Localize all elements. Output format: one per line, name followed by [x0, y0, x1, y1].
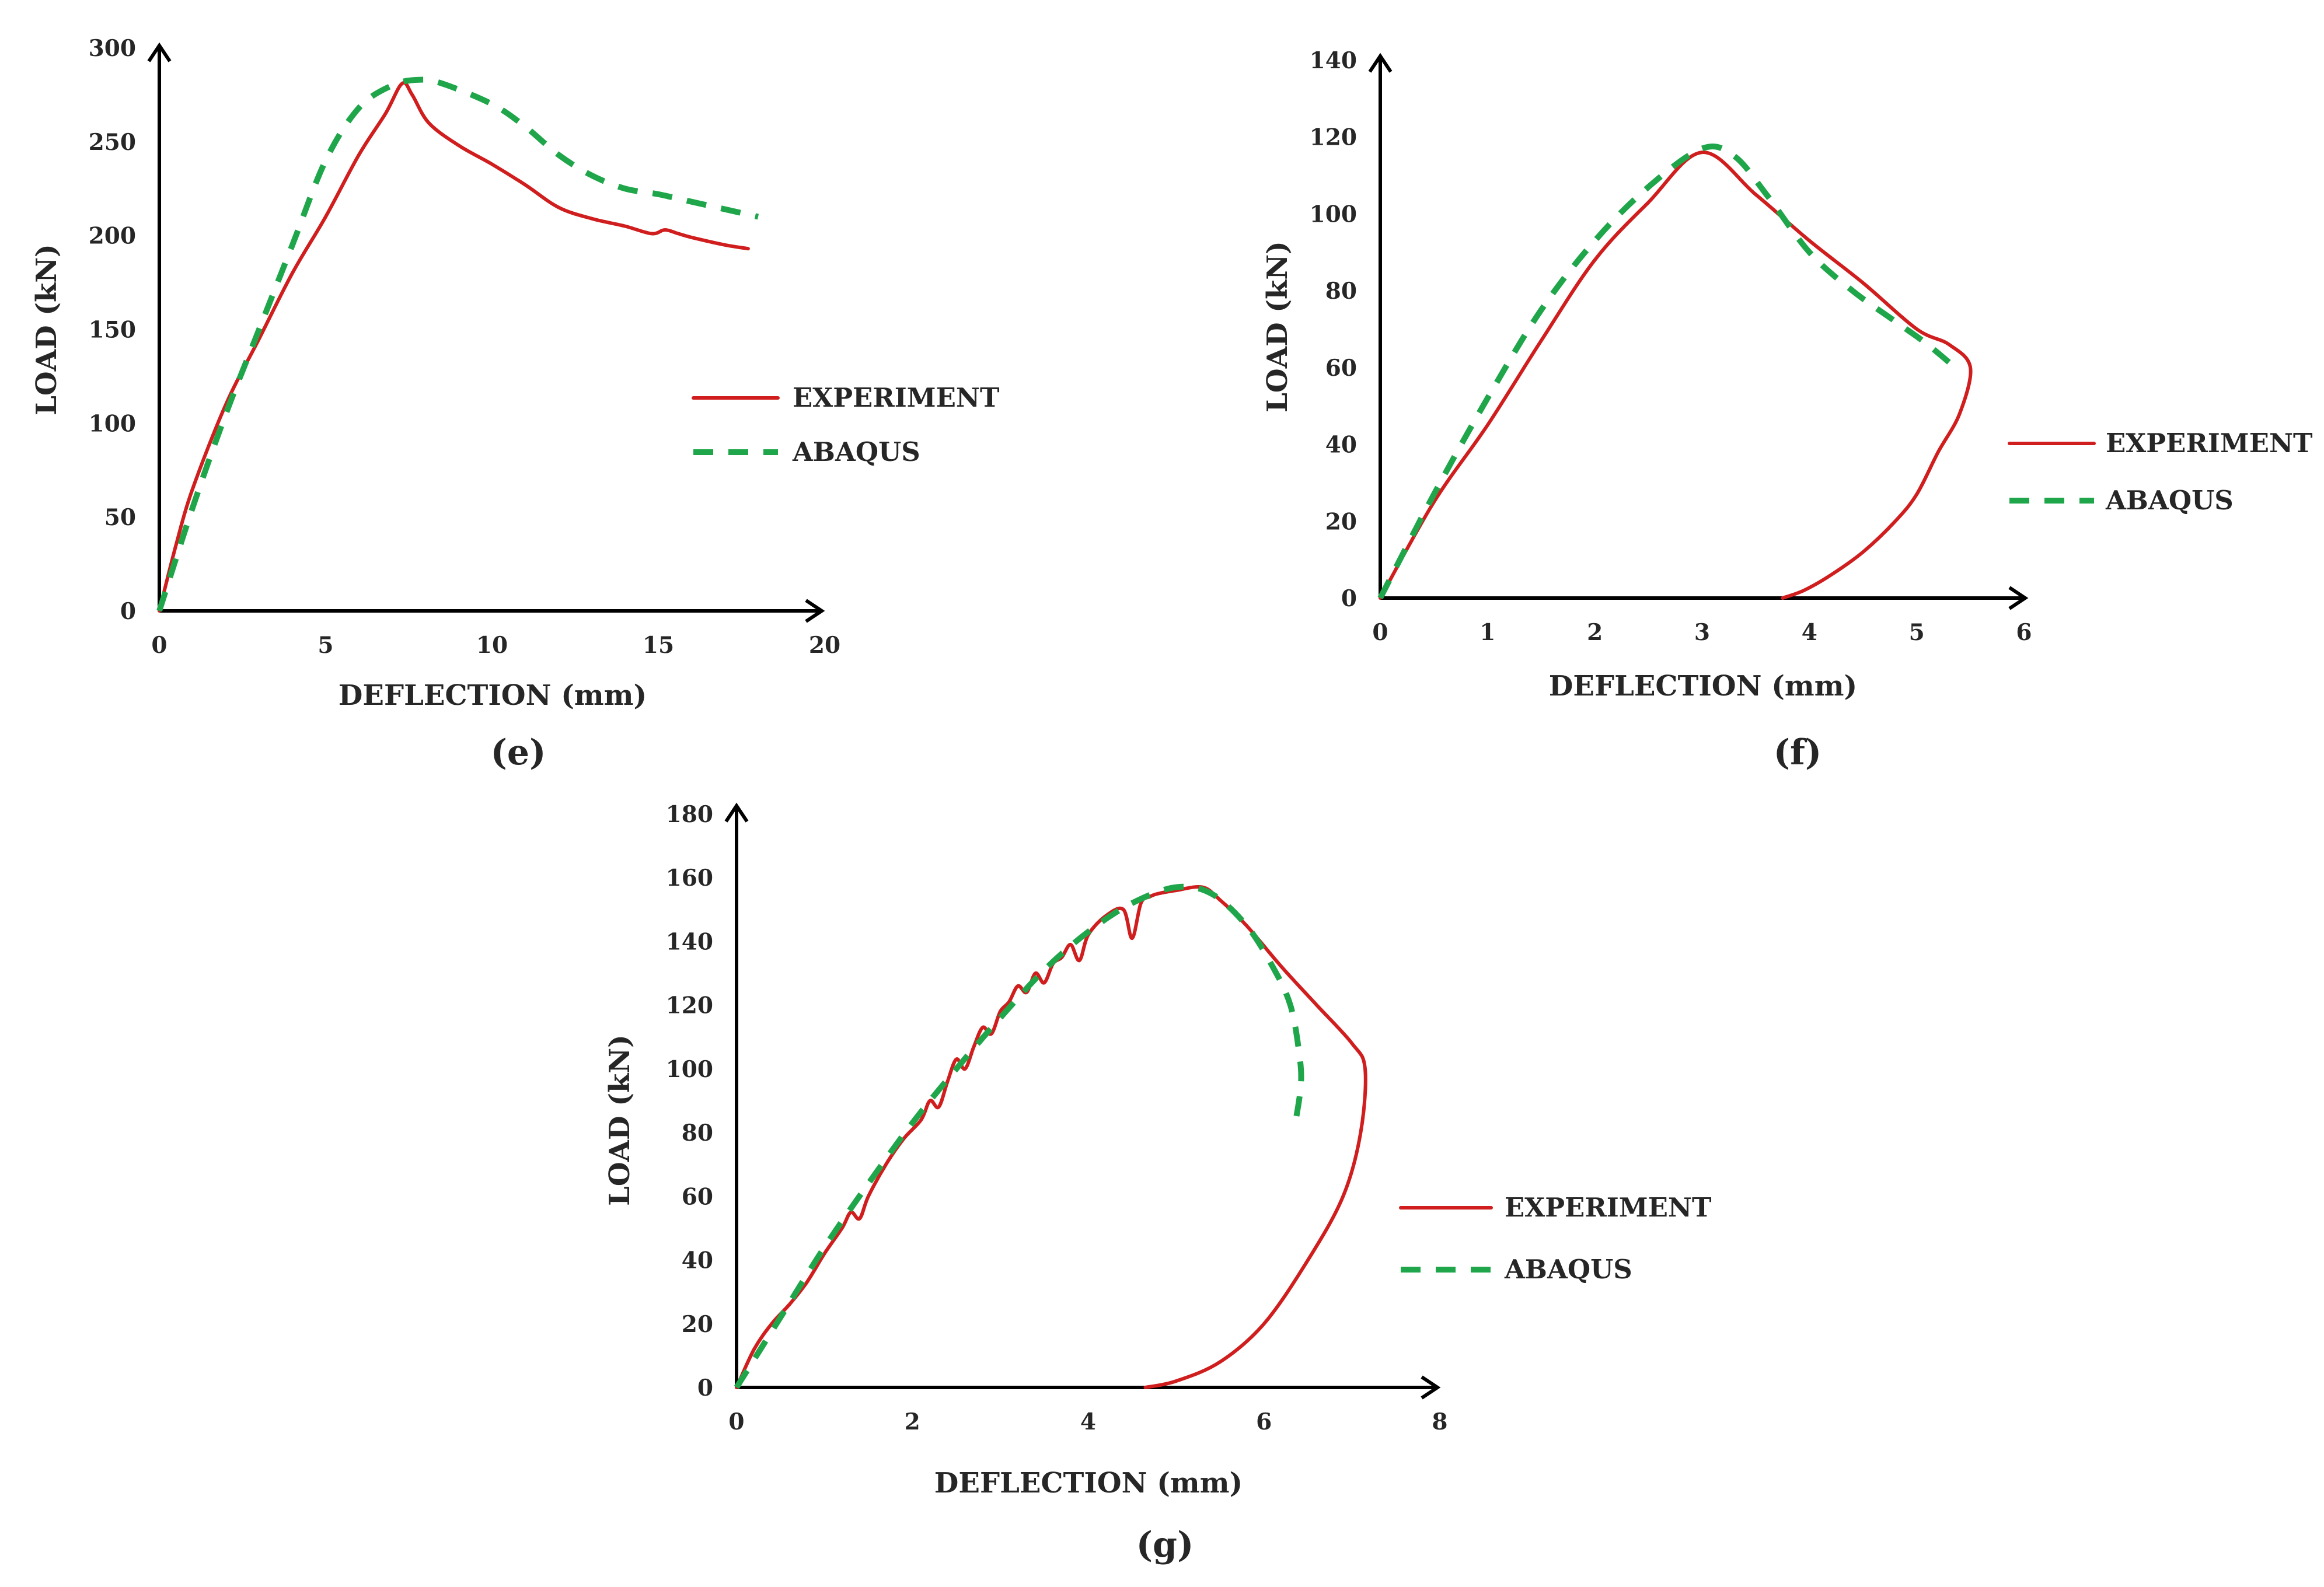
y-tick-label: 100 [666, 1056, 713, 1083]
chart-legend: EXPERIMENT ABAQUS [692, 382, 1000, 467]
y-tick-label: 0 [697, 1375, 713, 1401]
y-tick-label: 20 [682, 1311, 713, 1338]
x-tick-labels: 0 5 10 15 20 [151, 632, 840, 659]
y-axis-arrow-icon [1368, 53, 1393, 73]
x-tick-label: 5 [317, 632, 333, 659]
chart-panel-f: 0 1 2 3 4 5 6 0 20 40 60 80 100 120 140 DEFLECTION (m… [1261, 47, 2313, 773]
x-tick-label: 4 [1802, 619, 1817, 646]
x-axis-title: DEFLECTION (mm) [1549, 670, 1857, 702]
legend-label-experiment: EXPERIMENT [1505, 1192, 1712, 1223]
y-tick-label: 160 [666, 865, 713, 892]
legend-label-abaqus: ABAQUS [1504, 1254, 1632, 1285]
y-tick-label: 40 [682, 1247, 713, 1274]
x-tick-label: 15 [643, 632, 674, 659]
y-tick-label: 180 [666, 801, 713, 828]
series-layer [734, 883, 1367, 1389]
y-tick-label: 20 [1325, 508, 1357, 535]
chart-axes [147, 42, 825, 623]
y-tick-label: 60 [682, 1183, 713, 1210]
series-layer [156, 76, 759, 613]
y-tick-label: 80 [682, 1120, 713, 1146]
x-tick-label: 6 [1256, 1408, 1272, 1435]
experiment-series-line [158, 81, 750, 613]
x-tick-label: 6 [2016, 619, 2032, 646]
experiment-series-line [1379, 151, 1973, 600]
y-tick-label: 100 [89, 410, 136, 437]
x-tick-label: 0 [728, 1408, 744, 1435]
chart-panel-e: 0 5 10 15 20 0 50 100 150 200 250 300 DEFLECTION (… [30, 35, 1000, 773]
chart-axes [1368, 53, 2029, 610]
y-tick-labels: 0 20 40 60 80 100 120 140 160 180 [666, 801, 713, 1401]
y-tick-label: 0 [1341, 585, 1357, 612]
chart-legend: EXPERIMENT ABAQUS [2008, 428, 2313, 516]
y-axis-title: LOAD (kN) [1261, 241, 1294, 413]
x-axis-title: DEFLECTION (mm) [934, 1467, 1243, 1499]
x-tick-label: 20 [809, 632, 840, 659]
y-axis-title: LOAD (kN) [30, 244, 63, 415]
y-tick-label: 100 [1310, 201, 1357, 228]
abaqus-series-line [734, 883, 1304, 1389]
panel-label: (e) [491, 732, 546, 773]
panel-label: (f) [1774, 732, 1822, 773]
x-tick-label: 2 [1587, 619, 1603, 646]
y-tick-label: 250 [89, 129, 136, 156]
y-tick-label: 140 [1310, 47, 1357, 74]
y-tick-label: 0 [120, 598, 136, 625]
x-tick-label: 5 [1909, 619, 1925, 646]
x-tick-label: 4 [1080, 1408, 1096, 1435]
x-tick-label: 1 [1479, 619, 1495, 646]
x-tick-labels: 0 1 2 3 4 5 6 [1372, 619, 2032, 646]
y-tick-label: 40 [1325, 432, 1357, 459]
legend-label-abaqus: ABAQUS [792, 436, 920, 467]
y-tick-labels: 0 50 100 150 200 250 300 [89, 35, 136, 625]
x-axis-arrow-icon [2008, 586, 2029, 610]
x-tick-label: 3 [1694, 619, 1710, 646]
y-tick-label: 80 [1325, 278, 1357, 305]
legend-label-experiment: EXPERIMENT [2106, 428, 2313, 459]
abaqus-series-line [1377, 143, 1962, 600]
y-tick-labels: 0 20 40 60 80 100 120 140 [1310, 47, 1357, 612]
panel-label: (g) [1136, 1525, 1194, 1565]
y-tick-label: 120 [666, 992, 713, 1019]
x-tick-label: 8 [1432, 1408, 1447, 1435]
x-tick-label: 2 [905, 1408, 920, 1435]
legend-label-experiment: EXPERIMENT [793, 382, 1000, 413]
series-layer [1377, 143, 1973, 600]
y-tick-label: 300 [89, 35, 136, 62]
x-axis-arrow-icon [805, 599, 825, 623]
y-tick-label: 60 [1325, 355, 1357, 382]
x-tick-labels: 0 2 4 6 8 [728, 1408, 1447, 1435]
x-tick-label: 0 [151, 632, 167, 659]
x-tick-label: 0 [1372, 619, 1388, 646]
x-axis-arrow-icon [1421, 1375, 1441, 1400]
y-axis-arrow-icon [147, 42, 172, 62]
y-tick-label: 200 [89, 223, 136, 250]
x-axis-title: DEFLECTION (mm) [339, 679, 647, 712]
abaqus-series-line [156, 76, 759, 612]
x-tick-label: 10 [476, 632, 508, 659]
chart-panel-g: 0 2 4 6 8 0 20 40 60 80 100 120 140 160 180 DEFLECTIO… [603, 801, 1712, 1565]
chart-axes [724, 802, 1441, 1400]
y-axis-arrow-icon [724, 802, 749, 823]
y-tick-label: 150 [89, 317, 136, 344]
y-axis-title: LOAD (kN) [603, 1034, 636, 1206]
chart-legend: EXPERIMENT ABAQUS [1399, 1192, 1712, 1285]
y-tick-label: 140 [666, 928, 713, 955]
y-tick-label: 120 [1310, 124, 1357, 151]
legend-label-abaqus: ABAQUS [2105, 485, 2234, 516]
y-tick-label: 50 [104, 504, 136, 531]
